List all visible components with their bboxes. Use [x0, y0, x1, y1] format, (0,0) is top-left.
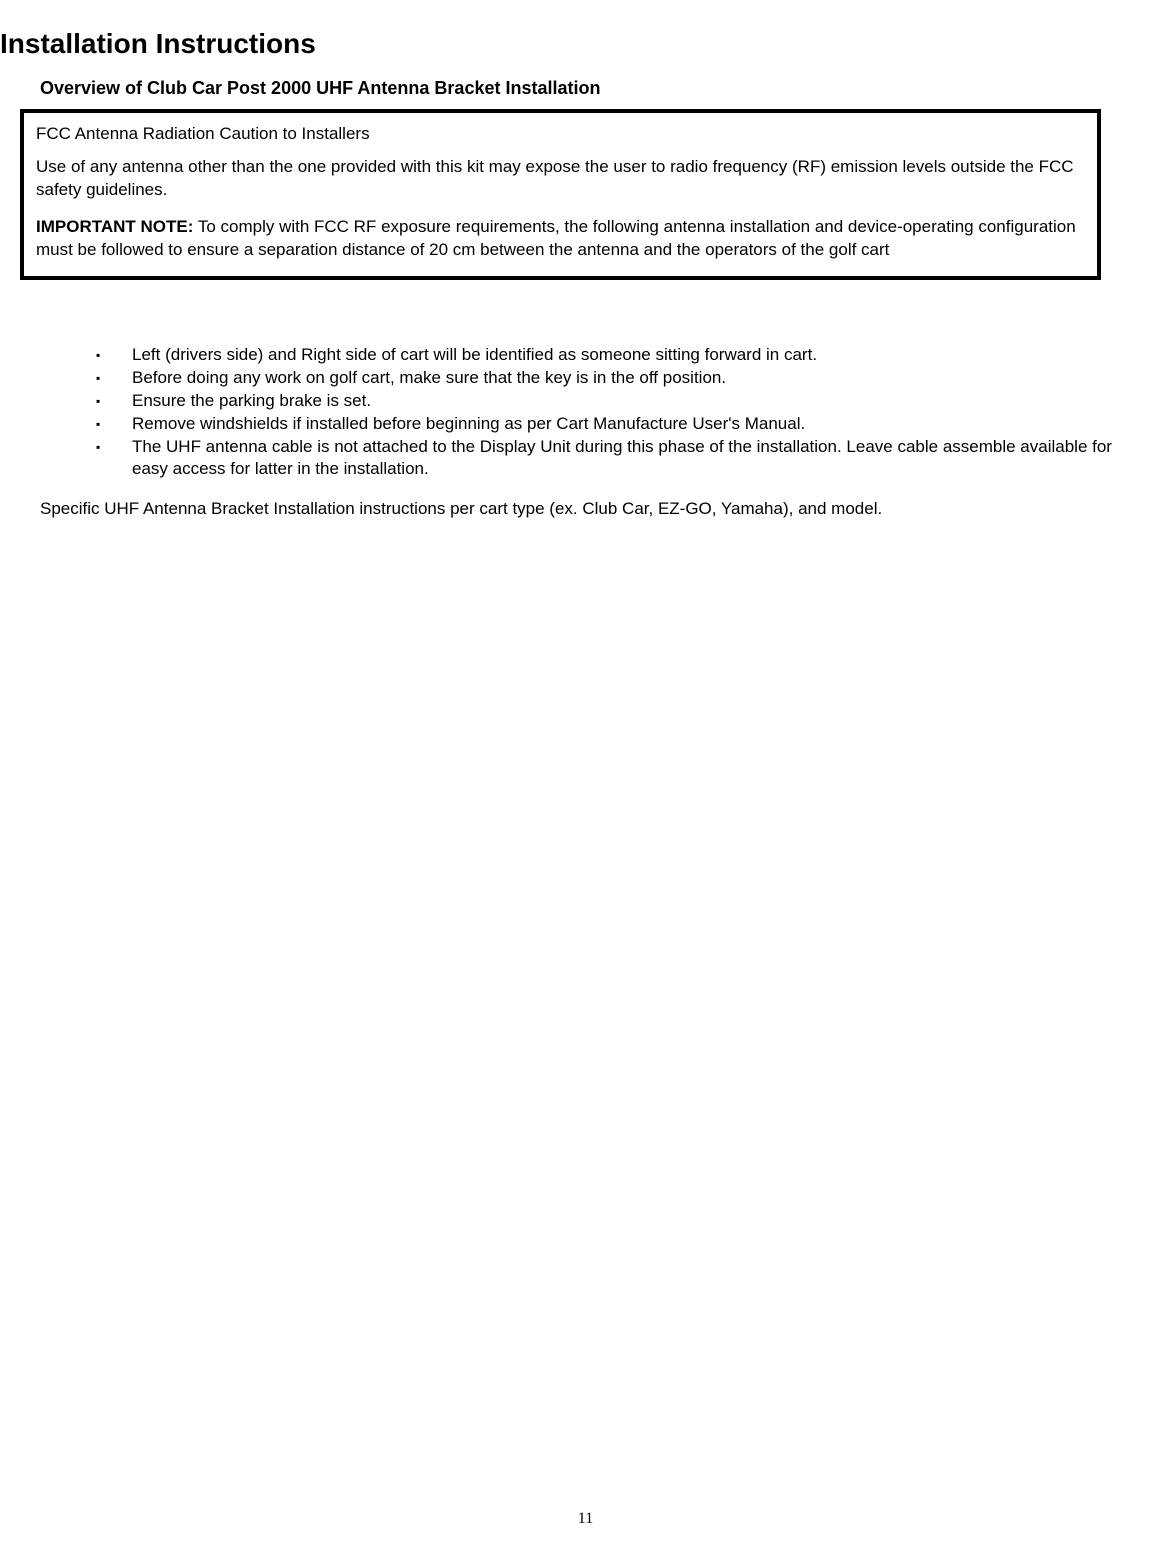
list-item: Left (drivers side) and Right side of ca…	[96, 344, 1129, 366]
caution-paragraph-1: Use of any antenna other than the one pr…	[36, 156, 1085, 202]
caution-heading: FCC Antenna Radiation Caution to Install…	[36, 123, 1085, 146]
list-item: Remove windshields if installed before b…	[96, 413, 1129, 435]
section-subtitle: Overview of Club Car Post 2000 UHF Anten…	[40, 78, 1129, 99]
closing-paragraph: Specific UHF Antenna Bracket Installatio…	[40, 498, 1089, 521]
important-note-label: IMPORTANT NOTE:	[36, 217, 193, 236]
instruction-bullet-list: Left (drivers side) and Right side of ca…	[96, 344, 1129, 481]
caution-important-note: IMPORTANT NOTE: To comply with FCC RF ex…	[36, 216, 1085, 262]
fcc-caution-box: FCC Antenna Radiation Caution to Install…	[20, 109, 1101, 280]
list-item: The UHF antenna cable is not attached to…	[96, 436, 1129, 480]
page-title: Installation Instructions	[0, 28, 1129, 60]
page-number: 11	[0, 1510, 1171, 1528]
list-item: Before doing any work on golf cart, make…	[96, 367, 1129, 389]
list-item: Ensure the parking brake is set.	[96, 390, 1129, 412]
